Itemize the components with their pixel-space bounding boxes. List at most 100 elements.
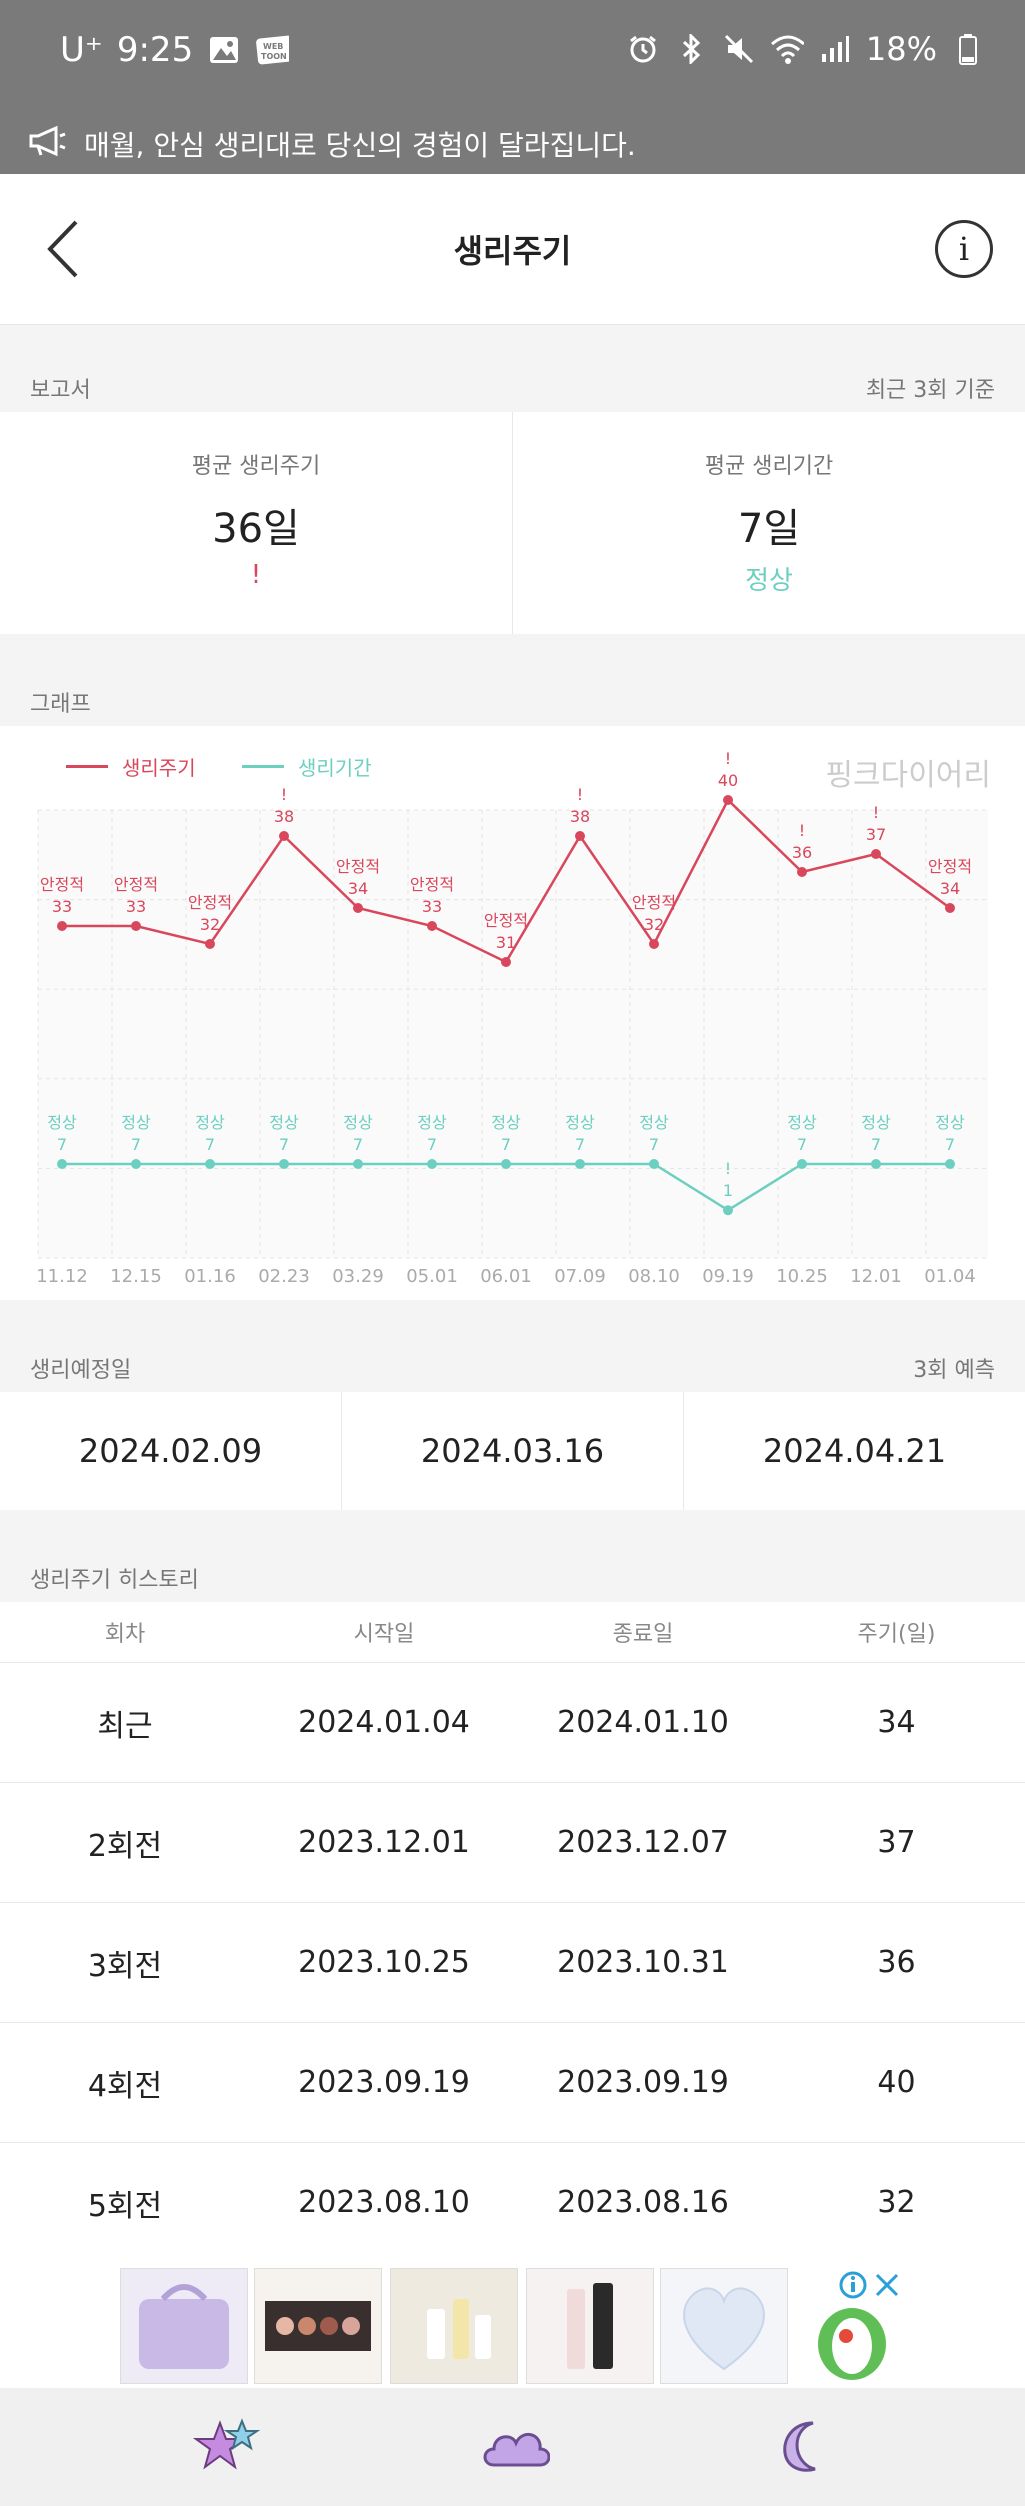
forecast-date-3: 2024.04.21 xyxy=(683,1392,1025,1510)
data-point xyxy=(649,1159,659,1169)
data-value-label: 7 xyxy=(353,1135,363,1154)
data-point xyxy=(575,1159,585,1169)
table-cell: 2023.12.01 xyxy=(298,1825,470,1860)
avg-period-label: 평균 생리기간 xyxy=(704,454,834,479)
data-status-label: 안정적 xyxy=(928,857,972,876)
alarm-icon xyxy=(626,32,660,66)
ad-serum-image[interactable] xyxy=(390,2268,518,2384)
ad-lipstick-image[interactable] xyxy=(526,2268,654,2384)
ad-banner[interactable] xyxy=(0,2262,1025,2388)
legend-cycle-label: 생리주기 xyxy=(122,756,196,780)
notice-banner[interactable]: 매월, 안심 생리대로 당신의 경험이 달라집니다. xyxy=(0,110,1025,174)
ad-pouch-image[interactable] xyxy=(120,2268,248,2384)
avg-period-status: 정상 xyxy=(745,566,793,596)
data-point xyxy=(353,903,363,913)
nav-star-button[interactable] xyxy=(192,2414,262,2480)
star-icon xyxy=(192,2418,261,2470)
history-section-header: 생리주기 히스토리 xyxy=(0,1516,1025,1602)
table-row[interactable]: 4회전 2023.09.19 2023.09.19 40 xyxy=(0,2023,1025,2143)
data-status-label: 정상 xyxy=(195,1113,225,1132)
data-point xyxy=(797,1159,807,1169)
data-status-label: ! xyxy=(577,785,583,804)
nav-moon-button[interactable] xyxy=(770,2414,840,2480)
chevron-left-icon xyxy=(47,220,78,278)
x-tick-label: 07.09 xyxy=(554,1266,606,1287)
data-value-label: 32 xyxy=(200,915,220,934)
cycle-chart-svg: 안정적 33 안정적 33 안정적 32! 38 안정적 34 안정적 33 안정적 31! 38 안정적 3… xyxy=(36,749,988,1287)
data-status-label: 정상 xyxy=(935,1113,965,1132)
data-status-label: 정상 xyxy=(343,1113,373,1132)
data-status-label: 정상 xyxy=(417,1113,447,1132)
data-value-label: 34 xyxy=(348,879,368,898)
ad-palette-image[interactable] xyxy=(254,2268,382,2384)
table-cell: 2024.01.04 xyxy=(298,1705,470,1740)
ad-info-icon[interactable] xyxy=(838,2270,868,2304)
data-status-label: ! xyxy=(799,821,805,840)
table-cell: 37 xyxy=(877,1825,916,1860)
legend-cycle: 생리주기 xyxy=(66,752,196,781)
table-row[interactable]: 3회전 2023.10.25 2023.10.31 36 xyxy=(0,1903,1025,2023)
data-status-label: 정상 xyxy=(269,1113,299,1132)
forecast-section-header: 생리예정일 3회 예측 xyxy=(0,1306,1025,1392)
table-cell: 2023.10.31 xyxy=(557,1945,729,1980)
table-cell: 4회전 xyxy=(87,2068,163,2104)
ad-close-icon[interactable] xyxy=(872,2270,902,2304)
history-section-label: 생리주기 히스토리 xyxy=(30,1568,199,1593)
data-point xyxy=(501,1159,511,1169)
data-value-label: 7 xyxy=(57,1135,67,1154)
x-tick-label: 06.01 xyxy=(480,1266,532,1287)
info-button[interactable]: i xyxy=(935,220,993,278)
webtoon-icon: WEB TOON xyxy=(255,33,290,67)
data-status-label: ! xyxy=(725,1159,731,1178)
data-point xyxy=(131,921,141,931)
data-value-label: 7 xyxy=(501,1135,511,1154)
notice-text: 매월, 안심 생리대로 당신의 경험이 달라집니다. xyxy=(84,129,636,162)
forecast-section-label: 생리예정일 xyxy=(30,1358,132,1383)
data-status-label: 안정적 xyxy=(484,911,528,930)
table-row[interactable]: 최근 2024.01.04 2024.01.10 34 xyxy=(0,1663,1025,1783)
data-value-label: 7 xyxy=(649,1135,659,1154)
cycle-graph: 안정적 33 안정적 33 안정적 32! 38 안정적 34 안정적 33 안정적 31! 38 안정적 3… xyxy=(0,726,1025,1300)
back-button[interactable] xyxy=(36,214,96,284)
svg-text:WEB: WEB xyxy=(263,42,283,51)
data-point xyxy=(279,831,289,841)
forecast-date-1: 2024.02.09 xyxy=(78,1432,263,1470)
graph-section-header: 그래프 xyxy=(0,640,1025,726)
data-value-label: 7 xyxy=(427,1135,437,1154)
forecast-count-label: 3회 예측 xyxy=(913,1358,995,1383)
data-value-label: 1 xyxy=(723,1181,733,1200)
table-cell: 36 xyxy=(877,1945,916,1980)
ad-brand-logo[interactable] xyxy=(812,2306,892,2386)
data-value-label: 40 xyxy=(718,771,738,790)
report-section-label: 보고서 xyxy=(30,378,91,403)
table-row[interactable]: 2회전 2023.12.01 2023.12.07 37 xyxy=(0,1783,1025,1903)
page-title: 생리주기 xyxy=(453,232,572,270)
column-header: 주기(일) xyxy=(857,1622,936,1647)
data-value-label: 33 xyxy=(422,897,442,916)
nav-cloud-button[interactable] xyxy=(480,2414,550,2480)
data-value-label: 7 xyxy=(871,1135,881,1154)
data-point xyxy=(501,957,511,967)
avg-period-value: 7일 xyxy=(737,506,801,552)
data-point xyxy=(723,1205,733,1216)
data-point xyxy=(57,1159,67,1169)
status-bar: U⁺ 9:25 WEB TOON 18% xyxy=(0,0,1025,110)
table-row[interactable]: 5회전 2023.08.10 2023.08.16 32 xyxy=(0,2143,1025,2263)
megaphone-icon xyxy=(28,124,68,165)
avg-cycle-status: ! xyxy=(250,560,262,590)
table-cell: 2024.01.10 xyxy=(557,1705,729,1740)
data-status-label: 정상 xyxy=(861,1113,891,1132)
table-cell: 32 xyxy=(877,2185,916,2220)
wifi-icon xyxy=(770,32,804,66)
ad-puff-image[interactable] xyxy=(660,2268,788,2384)
status-left: U⁺ 9:25 WEB TOON xyxy=(60,30,290,70)
data-status-label: 정상 xyxy=(565,1113,595,1132)
table-cell: 40 xyxy=(877,2065,916,2100)
legend-period: 생리기간 xyxy=(242,752,372,781)
data-status-label: 정상 xyxy=(491,1113,521,1132)
x-tick-label: 12.15 xyxy=(110,1266,162,1287)
x-tick-label: 09.19 xyxy=(702,1266,754,1287)
data-point xyxy=(871,1159,881,1169)
data-value-label: 34 xyxy=(940,879,960,898)
carrier-label: U⁺ xyxy=(60,30,103,70)
